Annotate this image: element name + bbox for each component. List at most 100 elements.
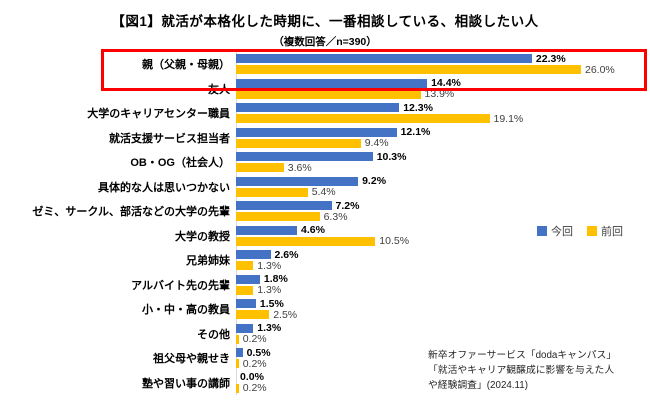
chart-row: 就活支援サービス担当者 12.1% 9.4%: [0, 126, 650, 151]
bar-current: [236, 323, 254, 333]
bar-line-previous: 0.2%: [236, 333, 650, 346]
category-label: 塾や習い事の講師: [142, 377, 230, 390]
value-label-previous: 19.1%: [493, 112, 524, 125]
value-label-previous: 1.3%: [257, 259, 282, 272]
chart-row: 大学のキャリアセンター職員 12.3% 19.1%: [0, 101, 650, 126]
bar-current: [236, 176, 359, 186]
bar-line-previous: 1.3%: [236, 284, 650, 297]
bar-line-previous: 0.2%: [236, 358, 650, 370]
bar-current: [236, 127, 397, 137]
chart-rows: 親（父親・母親） 22.3% 26.0% 友人 14.4% 13.9% 大学のキャリアセンタ…: [0, 52, 650, 395]
chart-row: 兄弟姉妹 2.6% 1.3%: [0, 248, 650, 273]
bar-line-current: 14.4%: [236, 77, 650, 89]
chart-row: ゼミ、サークル、部活などの大学の先輩 7.2% 6.3%: [0, 199, 650, 224]
legend-label-previous: 前回: [601, 226, 623, 238]
bar-previous: [236, 114, 490, 124]
value-label-current: 22.3%: [535, 52, 566, 65]
bar-line-previous: 0.2%: [236, 382, 650, 395]
value-label-previous: 0.2%: [242, 333, 267, 346]
bar-line-current: 7.2%: [236, 199, 650, 212]
bar-current: [236, 250, 271, 260]
bar-previous: [236, 187, 308, 197]
category-label: ゼミ、サークル、部活などの大学の先輩: [32, 206, 230, 219]
value-label-current: 12.1%: [400, 126, 431, 139]
bar-line-previous: 1.3%: [236, 259, 650, 272]
bar-previous: [236, 285, 254, 295]
bar-line-current: 1.5%: [236, 298, 650, 310]
value-label-previous: 5.4%: [311, 186, 336, 199]
bar-line-current: 22.3%: [236, 52, 650, 65]
bar-previous: [236, 261, 254, 271]
bar-current: [236, 348, 243, 358]
bar-current: [236, 54, 532, 64]
bar-previous: [236, 65, 581, 75]
bar-group: 10.3% 3.6%: [236, 151, 650, 174]
value-label-current: 0.5%: [246, 346, 271, 359]
bar-previous: [236, 89, 421, 99]
legend: 今回 前回: [537, 223, 623, 239]
bar-current: [236, 103, 400, 113]
bar-line-current: 12.3%: [236, 102, 650, 114]
bar-line-previous: 2.5%: [236, 309, 650, 321]
bar-line-current: 10.3%: [236, 151, 650, 163]
legend-item-current: 今回: [537, 223, 573, 239]
category-label: 就活支援サービス担当者: [109, 132, 230, 145]
value-label-current: 9.2%: [362, 175, 387, 188]
chart-row: 小・中・高の教員 1.5% 2.5%: [0, 297, 650, 322]
chart-row: 具体的な人は思いつかない 9.2% 5.4%: [0, 175, 650, 200]
value-label-previous: 6.3%: [323, 210, 348, 223]
value-label-current: 7.2%: [335, 199, 360, 212]
chart-row: アルバイト先の先輩 1.8% 1.3%: [0, 273, 650, 298]
value-label-previous: 3.6%: [287, 161, 312, 174]
bar-group: 14.4% 13.9%: [236, 77, 650, 100]
category-label: 小・中・高の教員: [142, 304, 230, 317]
bar-group: 1.5% 2.5%: [236, 298, 650, 321]
value-label-previous: 9.4%: [364, 137, 389, 150]
category-label: 親（父親・母親）: [142, 59, 230, 72]
bar-group: 12.1% 9.4%: [236, 126, 650, 150]
bar-previous: [236, 212, 320, 222]
bar-line-current: 0.5%: [236, 346, 650, 359]
category-label: 祖父母や親せき: [153, 353, 230, 366]
bar-group: 0.5% 0.2%: [236, 346, 650, 370]
value-label-current: 0.0%: [240, 371, 264, 384]
source-line-3: や経験調査」(2024.11): [428, 380, 528, 392]
bar-line-current: 12.1%: [236, 126, 650, 139]
category-label: OB・OG（社会人）: [130, 157, 230, 170]
legend-swatch-previous-icon: [587, 226, 597, 236]
category-label: その他: [197, 328, 230, 341]
bar-previous: [236, 359, 239, 369]
value-label-previous: 1.3%: [257, 284, 282, 297]
value-label-previous: 0.2%: [242, 382, 267, 395]
bar-line-current: 2.6%: [236, 249, 650, 261]
bar-previous: [236, 310, 270, 320]
chart-row: OB・OG（社会人） 10.3% 3.6%: [0, 150, 650, 175]
category-label: 友人: [208, 83, 230, 96]
chart-row: その他 1.3% 0.2%: [0, 322, 650, 347]
legend-item-previous: 前回: [587, 223, 623, 239]
bar-line-previous: 9.4%: [236, 137, 650, 150]
bar-current: [236, 152, 373, 162]
bar-current: [236, 201, 332, 211]
chart-row: 大学の教授 4.6% 10.5%: [0, 224, 650, 249]
bar-group: 0.0% 0.2%: [236, 371, 650, 395]
bar-previous: [236, 163, 284, 173]
chart-row: 塾や習い事の講師 0.0% 0.2%: [0, 371, 650, 396]
bar-group: 2.6% 1.3%: [236, 249, 650, 272]
bar-line-previous: 19.1%: [236, 112, 650, 125]
bar-group: 1.3% 0.2%: [236, 322, 650, 346]
bar-line-previous: 26.0%: [236, 64, 650, 76]
value-label-current: 4.6%: [301, 224, 325, 237]
source-citation: 新卒オファーサービス「dodaキャンパス」 「就活やキャリア観醸成に影響を与えた…: [428, 348, 646, 394]
chart-row: 祖父母や親せき 0.5% 0.2%: [0, 346, 650, 371]
bar-current: [236, 274, 260, 284]
bar-previous: [236, 334, 239, 344]
category-label: 大学のキャリアセンター職員: [87, 108, 230, 121]
source-line-2: 「就活やキャリア観醸成に影響を与えた人: [428, 365, 615, 377]
value-label-current: 1.3%: [257, 322, 282, 335]
bar-line-previous: 13.9%: [236, 88, 650, 100]
legend-label-current: 今回: [551, 226, 573, 238]
category-label: 兄弟姉妹: [186, 255, 230, 268]
legend-swatch-current-icon: [537, 226, 547, 236]
bar-current: [236, 299, 256, 309]
